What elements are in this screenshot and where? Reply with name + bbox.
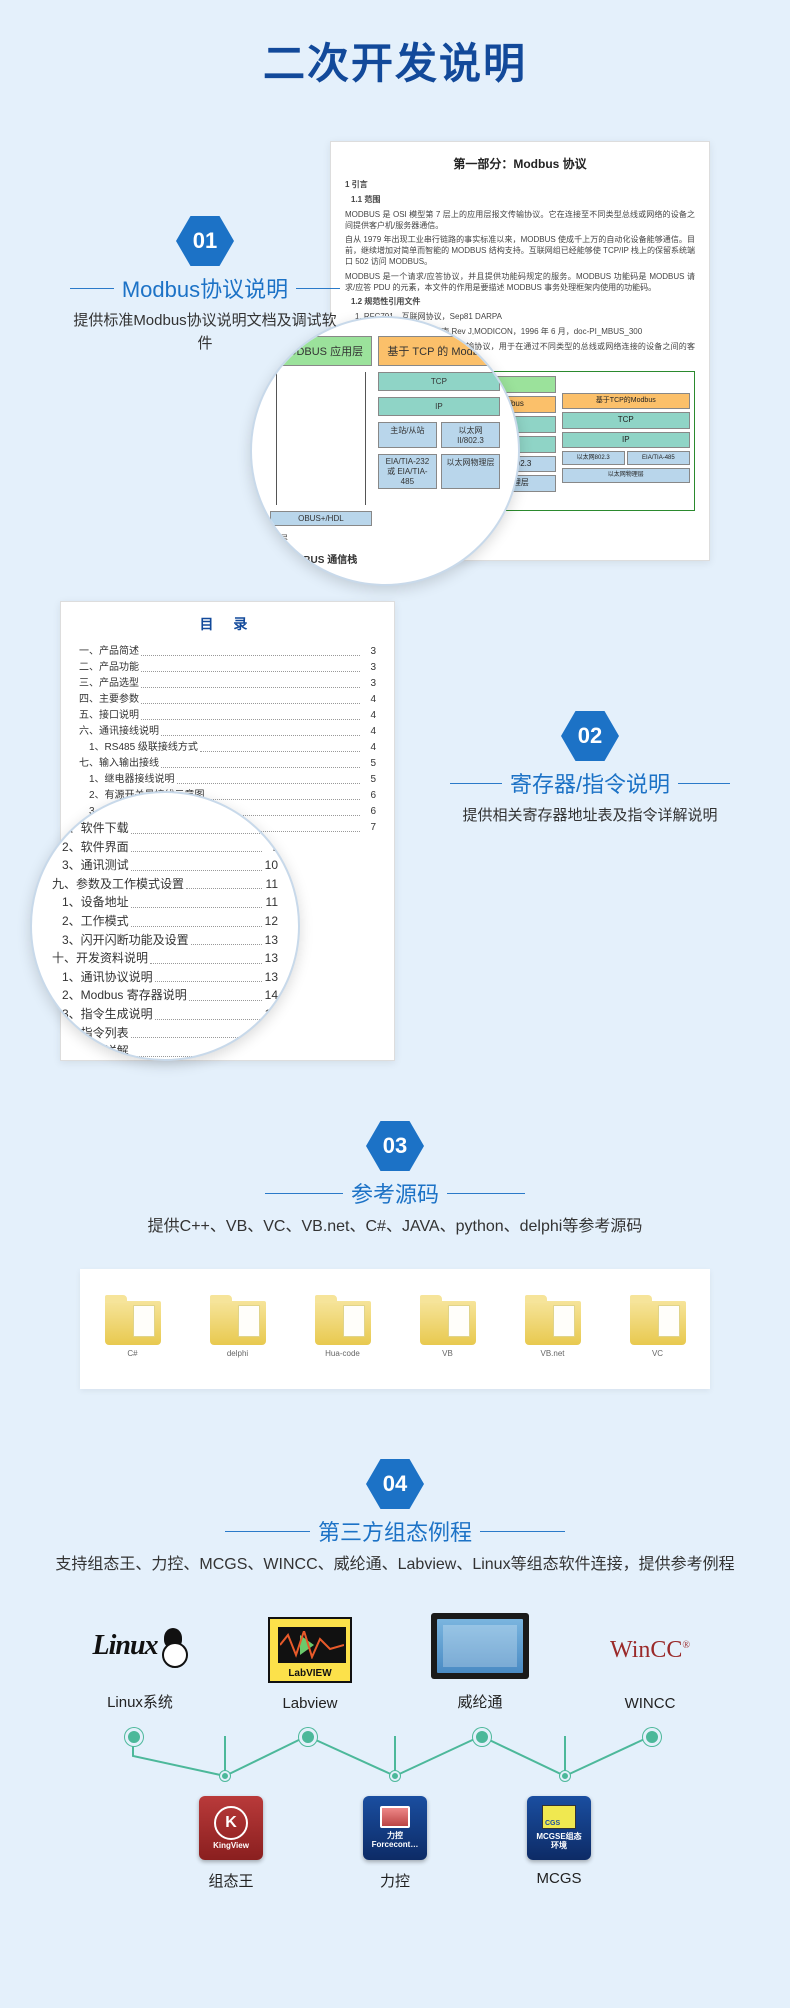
mcgs-icon: MCGSE组态环境	[527, 1796, 591, 1860]
section-01: 第一部分：Modbus 协议 1 引言 1.1 范围 MODBUS 是 OSI …	[0, 141, 790, 601]
doc1-title: 第一部分：Modbus 协议	[345, 156, 695, 172]
zoom-lens-01: MODBUS 应用层 OBUS+/HDL 理层 ：MODBUS 通信栈 基于 T…	[250, 316, 520, 586]
linux-cell: Linux Linux系统	[80, 1611, 200, 1712]
mcgs-cell: MCGSE组态环境 MCGS	[527, 1796, 591, 1891]
toc-line: 2、工作模式12	[52, 912, 278, 931]
wincc-cell: WinCC® WINCC	[590, 1615, 710, 1712]
folder-item: VC	[623, 1301, 693, 1358]
section-04: 04 第三方组态例程 支持组态王、力控、MCGS、WINCC、威纶通、Labvi…	[0, 1389, 790, 1931]
linux-label: Linux系统	[80, 1691, 200, 1712]
toc-line: 二、产品功能3	[79, 660, 376, 676]
conn-node	[220, 1771, 230, 1781]
hmi-label: 威纶通	[420, 1691, 540, 1712]
section-03: 03 参考源码 提供C++、VB、VC、VB.net、C#、JAVA、pytho…	[0, 1101, 790, 1389]
s04-desc: 支持组态王、力控、MCGS、WINCC、威纶通、Labview、Linux等组态…	[0, 1553, 790, 1577]
s02-title: 寄存器/指令说明	[502, 767, 678, 799]
folder-icon	[630, 1301, 686, 1345]
toc-line: 四、主要参数4	[79, 692, 376, 708]
zoom-lens-02: 1、软件下载72、软件界面73、通讯测试10九、参数及工作模式设置111、设备地…	[30, 791, 300, 1061]
forcecontrol-cell: 力控Forcecont… 力控	[363, 1796, 427, 1891]
conn-node	[299, 1728, 317, 1746]
forcecontrol-label: 力控	[363, 1870, 427, 1891]
badge-03: 03	[366, 1121, 424, 1171]
toc-line: 三、产品选型3	[79, 676, 376, 692]
conn-node	[473, 1728, 491, 1746]
toc-line: 1、设备地址11	[52, 893, 278, 912]
doc1-h1: 1 引言	[345, 180, 695, 191]
section-02: 目 录 一、产品简述3二、产品功能3三、产品选型3四、主要参数4五、接口说明4六…	[0, 601, 790, 1101]
conn-node	[643, 1728, 661, 1746]
s02-desc: 提供相关寄存器地址表及指令详解说明	[450, 805, 730, 828]
s03-title: 参考源码	[343, 1177, 447, 1209]
folder-icon	[315, 1301, 371, 1345]
wincc-label: WINCC	[590, 1695, 710, 1712]
toc-line: 十、开发资料说明13	[52, 949, 278, 968]
badge-01: 01	[176, 216, 234, 266]
mcgs-label: MCGS	[527, 1870, 591, 1887]
doc1-p2: 自从 1979 年出现工业串行链路的事实标准以来，MODBUS 使成千上万的自动…	[345, 235, 695, 267]
badge-02: 02	[561, 711, 619, 761]
toc-line: 3、指令生成说明15	[52, 1005, 278, 1024]
bottom-icon-row: K KingView 组态王 力控Forcecont… 力控 MCGSE组态环境…	[55, 1796, 735, 1891]
doc1-h2: 1.1 范围	[351, 195, 695, 206]
top-logo-row: Linux Linux系统 Labview 威纶通 WinCC® WINCC	[55, 1611, 735, 1712]
s04-title: 第三方组态例程	[310, 1515, 480, 1547]
folder-icon	[525, 1301, 581, 1345]
forcecontrol-icon: 力控Forcecont…	[363, 1796, 427, 1860]
s01-title: Modbus协议说明	[114, 272, 296, 304]
folder-item: Hua-code	[308, 1301, 378, 1358]
folder-icon	[420, 1301, 476, 1345]
toc-title: 目 录	[79, 614, 376, 634]
conn-node	[125, 1728, 143, 1746]
toc-line: 五、接口说明4	[79, 708, 376, 724]
toc-line: 六、通讯接线说明4	[79, 724, 376, 740]
hmi-cell: 威纶通	[420, 1611, 540, 1712]
folder-item: VB.net	[518, 1301, 588, 1358]
kingview-cell: K KingView 组态王	[199, 1796, 263, 1891]
folder-icon	[105, 1301, 161, 1345]
toc-line: 九、参数及工作模式设置11	[52, 875, 278, 894]
conn-node	[390, 1771, 400, 1781]
doc1-p1: MODBUS 是 OSI 模型第 7 层上的应用层报文传输协议。它在连接至不同类…	[345, 210, 695, 232]
s01-desc: 提供标准Modbus协议说明文档及调试软件	[70, 310, 340, 355]
s01-heading: 01 Modbus协议说明 提供标准Modbus协议说明文档及调试软件	[70, 216, 340, 355]
toc-line: 1、继电器接线说明5	[79, 772, 376, 788]
badge-04: 04	[366, 1459, 424, 1509]
s02-heading: 02 寄存器/指令说明 提供相关寄存器地址表及指令详解说明	[450, 711, 730, 828]
labview-logo	[268, 1617, 352, 1683]
labview-label: Labview	[250, 1695, 370, 1712]
conn-node	[560, 1771, 570, 1781]
doc1-p3: MODBUS 是一个请求/应答协议，并且提供功能码规定的服务。MODBUS 功能…	[345, 272, 695, 294]
folder-item: C#	[98, 1301, 168, 1358]
folder-item: delphi	[203, 1301, 273, 1358]
page-title: 二次开发说明	[0, 0, 790, 141]
toc-line: 3、闪开闪断功能及设置13	[52, 931, 278, 950]
toc-line: 1、通讯协议说明13	[52, 968, 278, 987]
labview-cell: Labview	[250, 1615, 370, 1712]
toc-line: 2、软件界面7	[52, 838, 278, 857]
toc-line: 七、输入输出接线5	[79, 756, 376, 772]
linux-logo: Linux	[92, 1630, 157, 1662]
kingview-label: 组态王	[199, 1870, 263, 1891]
doc1-h3: 1.2 规范性引用文件	[351, 297, 695, 308]
folder-icon	[210, 1301, 266, 1345]
connector-graph	[55, 1726, 735, 1796]
wincc-logo: WinCC®	[610, 1637, 690, 1664]
toc-line: 3、通讯测试10	[52, 856, 278, 875]
folder-strip: C# delphi Hua-code VB VB.net VC	[80, 1269, 710, 1389]
s03-desc: 提供C++、VB、VC、VB.net、C#、JAVA、python、delphi…	[0, 1215, 790, 1239]
kingview-icon: K KingView	[199, 1796, 263, 1860]
tux-icon	[158, 1628, 188, 1664]
folder-item: VB	[413, 1301, 483, 1358]
toc-line: 一、产品简述3	[79, 644, 376, 660]
toc-line: 1、软件下载7	[52, 819, 278, 838]
toc-line: 2、Modbus 寄存器说明14	[52, 986, 278, 1005]
toc-line: 1、RS485 级联接线方式4	[79, 740, 376, 756]
hmi-device-icon	[431, 1613, 529, 1679]
